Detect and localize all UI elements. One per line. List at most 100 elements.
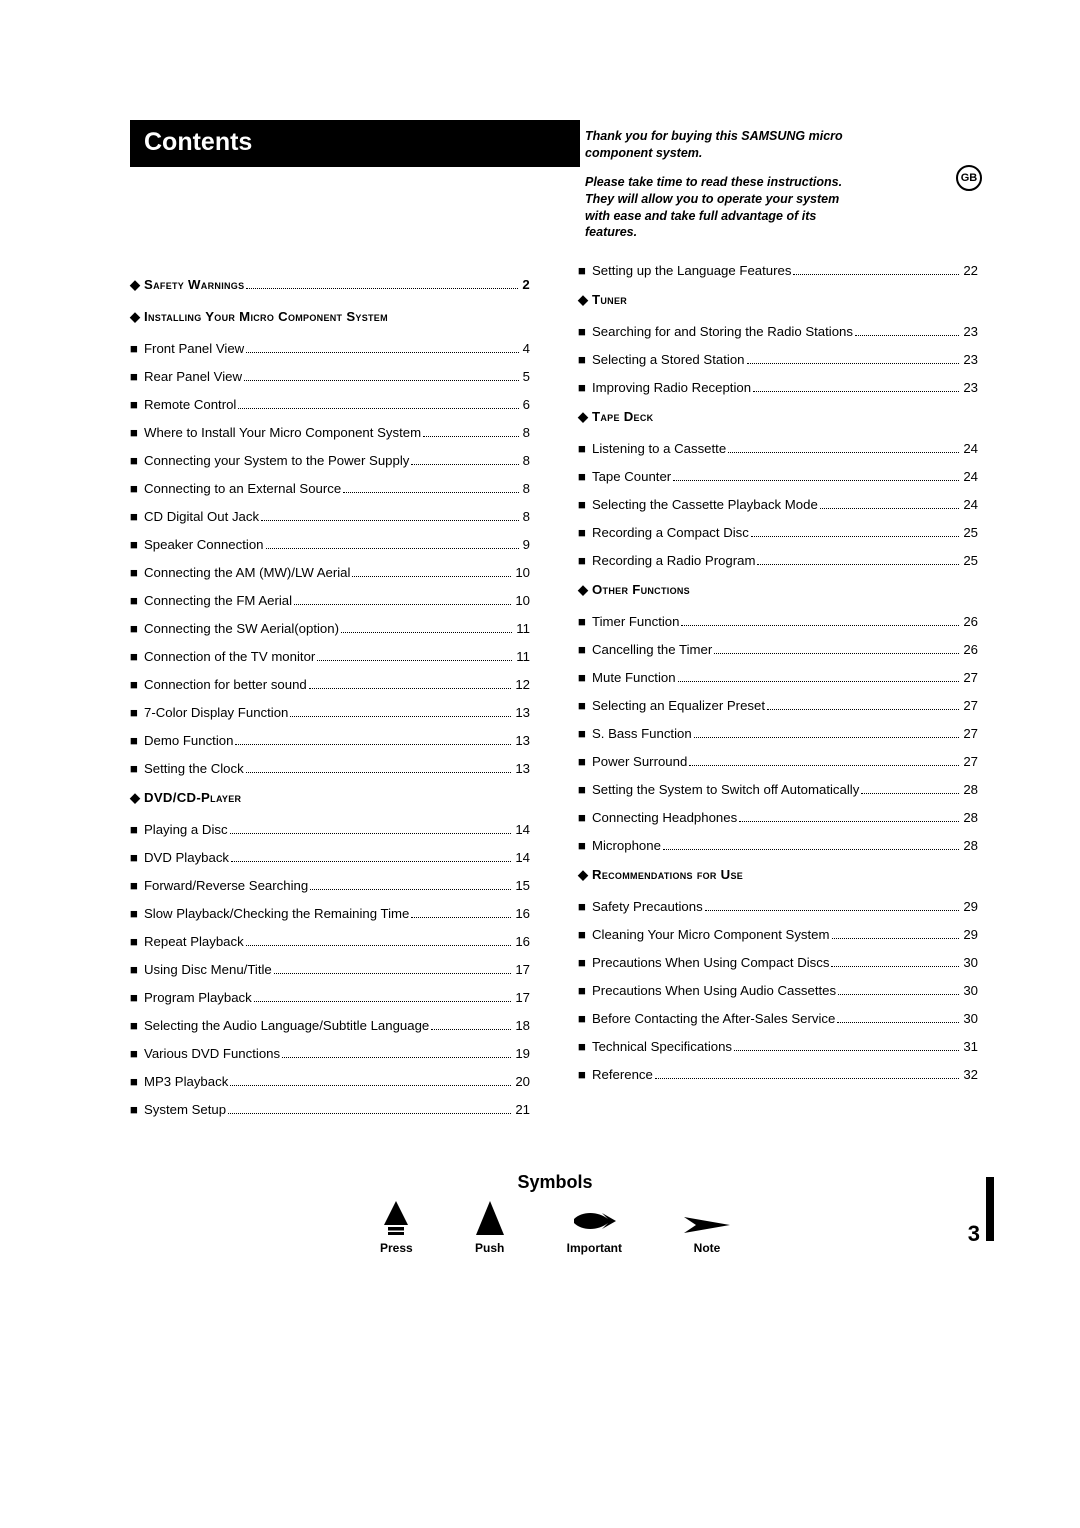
toc-leader — [246, 352, 518, 353]
toc-leader — [230, 1085, 511, 1086]
toc-leader — [230, 833, 512, 834]
toc-leader — [411, 917, 511, 918]
toc-label: Connecting your System to the Power Supp… — [144, 453, 409, 468]
toc-item: ■Where to Install Your Micro Component S… — [130, 425, 530, 440]
toc-item: ■Cancelling the Timer26 — [578, 642, 978, 657]
toc-leader — [728, 452, 959, 453]
square-bullet-icon: ■ — [130, 341, 144, 356]
toc-label: Rear Panel View — [144, 369, 242, 384]
toc-section: ◆Installing Your Micro Component System — [130, 309, 530, 325]
square-bullet-icon: ■ — [578, 782, 592, 797]
toc-label: Cancelling the Timer — [592, 642, 712, 657]
toc-leader — [751, 536, 959, 537]
press-icon — [380, 1199, 413, 1235]
square-bullet-icon: ■ — [130, 1102, 144, 1117]
toc-leader — [309, 688, 512, 689]
toc-item: ■Searching for and Storing the Radio Sta… — [578, 324, 978, 339]
toc-label: Front Panel View — [144, 341, 244, 356]
square-bullet-icon: ■ — [578, 670, 592, 685]
toc-item: ■Playing a Disc14 — [130, 822, 530, 837]
important-icon — [567, 1199, 622, 1235]
toc-leader — [678, 681, 960, 682]
toc-item: ■Timer Function26 — [578, 614, 978, 629]
toc-item: ■Technical Specifications31 — [578, 1039, 978, 1054]
toc-page: 28 — [961, 782, 978, 797]
toc-item: ■Setting the System to Switch off Automa… — [578, 782, 978, 797]
toc-page: 13 — [513, 761, 530, 776]
toc-label: Reference — [592, 1067, 653, 1082]
toc-item: ■Demo Function 13 — [130, 733, 530, 748]
toc-item: ■Remote Control 6 — [130, 397, 530, 412]
toc-label: Setting the Clock — [144, 761, 244, 776]
gb-badge-icon: GB — [956, 165, 982, 191]
toc-left-column: ◆Safety Warnings2◆Installing Your Micro … — [130, 263, 530, 1130]
toc-label: Remote Control — [144, 397, 236, 412]
toc-section: ◆Tuner — [578, 292, 978, 308]
square-bullet-icon: ■ — [130, 397, 144, 412]
toc-leader — [282, 1057, 511, 1058]
toc-page: 13 — [513, 733, 530, 748]
toc-leader — [734, 1050, 959, 1051]
toc-item: ■Selecting the Audio Language/Subtitle L… — [130, 1018, 530, 1033]
toc-leader — [832, 938, 960, 939]
toc-item: ■Various DVD Functions19 — [130, 1046, 530, 1061]
toc-item: ■Reference32 — [578, 1067, 978, 1082]
toc-label: Mute Function — [592, 670, 676, 685]
toc-page: 27 — [961, 754, 978, 769]
square-bullet-icon: ■ — [578, 955, 592, 970]
toc-label: Installing Your Micro Component System — [144, 309, 388, 324]
toc-page: 10 — [513, 593, 530, 608]
square-bullet-icon: ■ — [130, 481, 144, 496]
toc-leader — [238, 408, 518, 409]
diamond-bullet-icon: ◆ — [130, 309, 144, 325]
toc-leader — [290, 716, 511, 717]
toc-leader — [831, 966, 959, 967]
toc-label: Technical Specifications — [592, 1039, 732, 1054]
square-bullet-icon: ■ — [130, 733, 144, 748]
toc-label: Precautions When Using Audio Cassettes — [592, 983, 836, 998]
toc-label: Safety Precautions — [592, 899, 703, 914]
symbol-push-label: Push — [475, 1241, 505, 1255]
toc-page: 29 — [961, 927, 978, 942]
toc-item: ■Speaker Connection9 — [130, 537, 530, 552]
toc-label: Connection for better sound — [144, 677, 307, 692]
toc-item: ■7-Color Display Function13 — [130, 705, 530, 720]
toc-page: 17 — [513, 962, 530, 977]
toc-page: 27 — [961, 670, 978, 685]
toc-page: 24 — [961, 469, 978, 484]
toc-leader — [235, 744, 511, 745]
toc-label: Playing a Disc — [144, 822, 228, 837]
toc-leader — [274, 973, 512, 974]
toc-item: ■Improving Radio Reception23 — [578, 380, 978, 395]
toc-label: Demo Function — [144, 733, 233, 748]
square-bullet-icon: ■ — [578, 1039, 592, 1054]
toc-item: ■Selecting a Stored Station23 — [578, 352, 978, 367]
square-bullet-icon: ■ — [130, 990, 144, 1005]
toc-page: 25 — [961, 553, 978, 568]
toc-page: 8 — [521, 425, 530, 440]
toc-label: MP3 Playback — [144, 1074, 228, 1089]
toc-label: Connecting Headphones — [592, 810, 737, 825]
toc-page: 6 — [521, 397, 530, 412]
square-bullet-icon: ■ — [130, 1074, 144, 1089]
toc-leader — [231, 861, 511, 862]
square-bullet-icon: ■ — [130, 537, 144, 552]
toc-page: 30 — [961, 983, 978, 998]
toc-page: 24 — [961, 441, 978, 456]
toc-page: 19 — [513, 1046, 530, 1061]
diamond-bullet-icon: ◆ — [130, 790, 144, 806]
toc-section: ◆Recommendations for Use — [578, 867, 978, 883]
toc-label: Selecting the Cassette Playback Mode — [592, 497, 818, 512]
toc-label: S. Bass Function — [592, 726, 692, 741]
toc-section: ◆Other Functions — [578, 582, 978, 598]
toc-section: ◆Tape Deck — [578, 409, 978, 425]
toc-page: 12 — [513, 677, 530, 692]
toc-item: ■S. Bass Function27 — [578, 726, 978, 741]
toc-leader — [246, 288, 518, 289]
square-bullet-icon: ■ — [578, 324, 592, 339]
symbol-note-label: Note — [684, 1241, 730, 1255]
toc-page: 28 — [961, 838, 978, 853]
toc-leader — [228, 1113, 511, 1114]
toc-item: ■Connecting the SW Aerial(option)11 — [130, 621, 530, 636]
square-bullet-icon: ■ — [130, 621, 144, 636]
